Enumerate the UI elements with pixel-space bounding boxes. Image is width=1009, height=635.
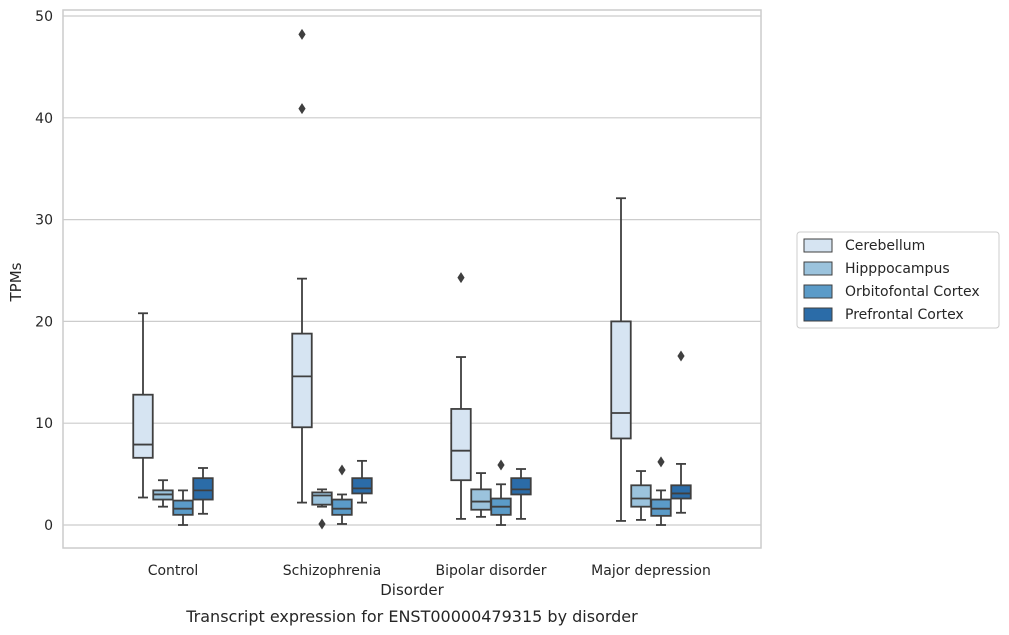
y-tick-label: 40 [35, 111, 53, 127]
chart-caption: Transcript expression for ENST0000047931… [185, 607, 638, 626]
legend: Cerebellum Hipppocampus Orbitofontal Corte… [796, 231, 1000, 329]
box [630, 484, 652, 508]
box-plot [351, 459, 373, 504]
outlier-point [298, 103, 306, 115]
box [610, 320, 632, 440]
plot-frame [62, 9, 762, 549]
box-plot [172, 489, 194, 526]
box [351, 477, 373, 495]
box-plot [311, 488, 333, 530]
outlier-point [657, 456, 665, 468]
legend-swatch [803, 284, 833, 299]
x-tick-label: Control [148, 563, 199, 579]
grid [63, 15, 761, 526]
box-plot [670, 350, 692, 514]
box-plot [610, 197, 632, 522]
box [510, 477, 532, 496]
box [650, 498, 672, 517]
box-plot [152, 479, 174, 508]
legend-swatch [803, 261, 833, 276]
box-plot [291, 28, 313, 504]
x-axis-label: Disorder [380, 581, 444, 599]
y-tick-label: 30 [35, 213, 53, 229]
box-plot [450, 272, 472, 520]
box-plot [510, 468, 532, 520]
box [132, 393, 154, 459]
y-tick-labels: 0 10 20 30 40 50 [35, 9, 53, 534]
box [331, 498, 353, 516]
box-plot [331, 464, 353, 525]
outlier-point [298, 28, 306, 40]
y-tick-label: 50 [35, 9, 53, 25]
y-tick-label: 10 [35, 416, 53, 432]
x-tick-label: Schizophrenia [283, 563, 381, 579]
legend-label: Cerebellum [845, 238, 925, 254]
box [670, 484, 692, 500]
box-plot [470, 472, 492, 518]
box-plot [192, 467, 214, 515]
y-axis-label: TPMs [7, 262, 25, 302]
box-plot [630, 470, 652, 521]
x-tick-label: Major depression [591, 563, 711, 579]
legend-label: Orbitofontal Cortex [845, 284, 980, 300]
box [470, 488, 492, 511]
legend-swatch [803, 238, 833, 253]
x-tick-labels: Control Schizophrenia Bipolar disorder Majo… [148, 563, 711, 579]
box [311, 491, 333, 506]
box-plot [650, 456, 672, 526]
y-tick-label: 0 [44, 518, 53, 534]
legend-frame [796, 231, 1000, 329]
outlier-point [677, 350, 685, 362]
box [450, 408, 472, 482]
legend-label: Prefrontal Cortex [845, 307, 964, 323]
legend-swatch [803, 307, 833, 322]
y-tick-label: 20 [35, 314, 53, 330]
outlier-point [457, 272, 465, 284]
box [172, 499, 194, 516]
x-tick-label: Bipolar disorder [435, 563, 546, 579]
outlier-point [497, 459, 505, 471]
box [192, 477, 214, 501]
box-plot [490, 459, 512, 526]
box-plot [132, 312, 154, 499]
boxes [132, 28, 692, 530]
box [291, 332, 313, 429]
outlier-point [318, 518, 326, 530]
legend-label: Hipppocampus [845, 261, 950, 277]
outlier-point [338, 464, 346, 476]
